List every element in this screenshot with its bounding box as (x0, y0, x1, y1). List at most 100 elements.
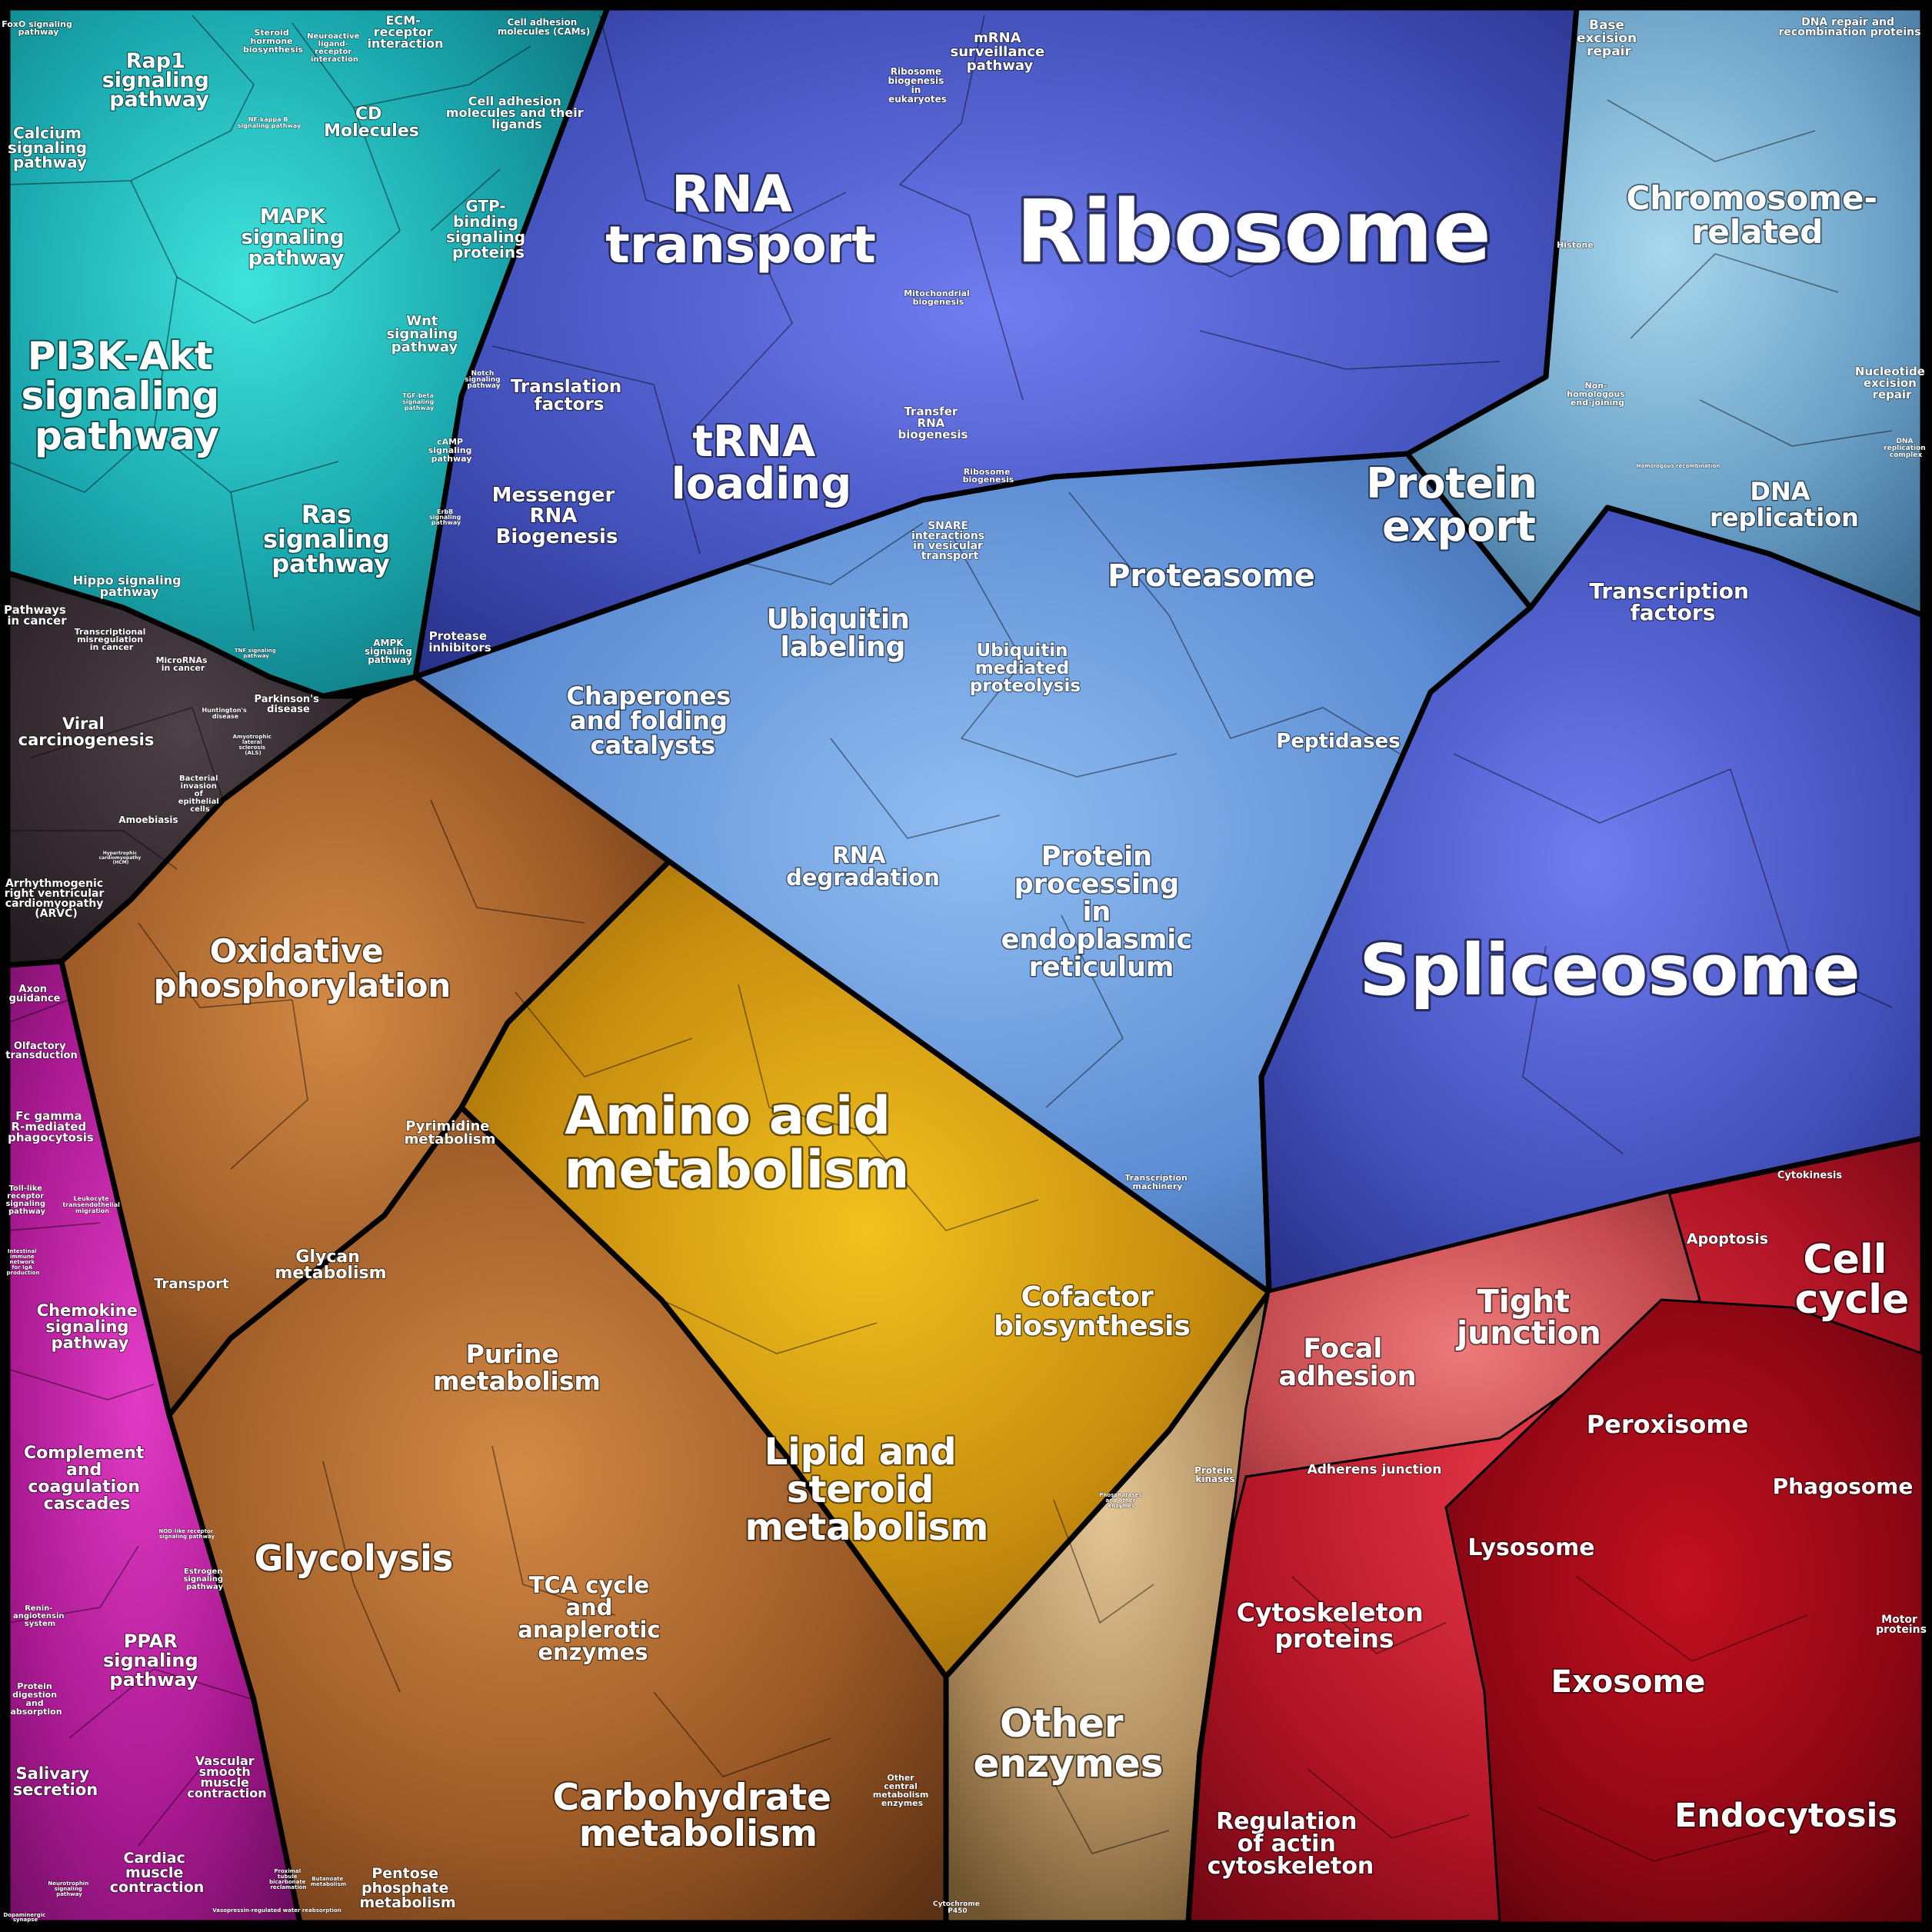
label-transcriptional-misregulation[interactable]: Transcriptional misregulation in cancer (74, 626, 149, 652)
label-apoptosis[interactable]: Apoptosis (1686, 1230, 1769, 1248)
label-chaperones[interactable]: Chaperones and folding catalysts (565, 681, 740, 761)
label-oxphos[interactable]: Oxidative phosphorylation (152, 931, 452, 1006)
label-ampk[interactable]: AMPK signaling pathway (364, 637, 415, 665)
label-protein-processing-er[interactable]: Protein processing in endoplasmic reticu… (1000, 841, 1202, 984)
label-mrna-surveillance[interactable]: mRNA surveillance pathway (950, 29, 1050, 75)
label-nf-kappa[interactable]: NF-kappa B signaling pathway (237, 116, 301, 130)
label-cytokinesis[interactable]: Cytokinesis (1777, 1169, 1843, 1181)
label-leukocyte[interactable]: Leukocyte transendothelial migration (62, 1195, 122, 1215)
label-als[interactable]: Amyotrophic lateral sclerosis (ALS) (232, 734, 274, 757)
label-hippo[interactable]: Hippo signaling pathway (72, 572, 185, 600)
label-bacterial-invasion[interactable]: Bacterial invasion of epithelial cells (178, 774, 222, 814)
label-neuroactive[interactable]: Neuroactive ligand- receptor interaction (307, 32, 362, 64)
label-homologous-recombination[interactable]: Homologous recombination (1636, 463, 1720, 470)
label-protein-digestion[interactable]: Protein digestion and absorption (10, 1681, 62, 1717)
label-mitochondrial-biogenesis[interactable]: Mitochondrial biogenesis (904, 288, 972, 308)
label-amino-acid[interactable]: Amino acid metabolism (562, 1084, 911, 1203)
label-rna-transport[interactable]: RNA transport (604, 163, 878, 277)
label-intestinal-immune[interactable]: Intestinal immune network for IgA produc… (6, 1248, 40, 1277)
label-cd-molecules[interactable]: CD Molecules (323, 104, 420, 142)
label-ribosome-biogenesis[interactable]: Ribosome biogenesis in eukaryotes (888, 65, 948, 105)
label-focal-adhesion[interactable]: Focal adhesion (1277, 1333, 1417, 1394)
label-toll-like[interactable]: Toll-like receptor signaling pathway (5, 1184, 48, 1216)
label-spliceosome[interactable]: Spliceosome (1357, 927, 1863, 1014)
label-micrornas[interactable]: MicroRNAs in cancer (155, 655, 211, 673)
label-phagosome[interactable]: Phagosome (1771, 1473, 1914, 1501)
label-motor-proteins[interactable]: Motor proteins (1875, 1613, 1927, 1636)
label-transfer-rna[interactable]: Transfer RNA biogenesis (898, 404, 969, 442)
label-transcription-machinery[interactable]: Transcription machinery (1124, 1172, 1190, 1191)
label-cardiac[interactable]: Cardiac muscle contraction (109, 1849, 205, 1897)
label-notch[interactable]: Notch signaling pathway (465, 370, 503, 391)
label-ubiquitin-labeling[interactable]: Ubiquitin labeling (765, 603, 920, 665)
label-neurotrophin[interactable]: Neurotrophin signaling pathway (48, 1880, 90, 1898)
label-erbb[interactable]: ErbB signaling pathway (428, 508, 463, 527)
label-pentose[interactable]: Pentose phosphate metabolism (358, 1864, 456, 1912)
label-steroid[interactable]: Steroid hormone biosynthesis (242, 27, 304, 55)
label-protein-export[interactable]: Protein export (1364, 458, 1552, 552)
label-olfactory[interactable]: Olfactory transduction (5, 1040, 78, 1061)
label-tight-junction[interactable]: Tight junction (1454, 1281, 1602, 1353)
label-complement[interactable]: Complement and coagulation cascades (23, 1443, 150, 1514)
label-pathways-cancer[interactable]: Pathways in cancer (3, 602, 70, 628)
label-protein-kinases[interactable]: Protein kinases (1194, 1464, 1236, 1484)
label-ppar[interactable]: PPAR signaling pathway (102, 1630, 205, 1691)
label-rap1[interactable]: Rap1 signaling pathway (101, 48, 217, 113)
label-ubiquitin-mediated[interactable]: Ubiquitin mediated proteolysis (969, 640, 1081, 697)
label-butanoate[interactable]: Butanoate metabolism (310, 1876, 346, 1888)
label-foxo[interactable]: FoxO signaling pathway (2, 18, 75, 37)
label-tnf[interactable]: TNF signaling pathway (234, 648, 278, 660)
label-other-central[interactable]: Other central metabolism enzymes (872, 1772, 931, 1808)
label-cell-cycle[interactable]: Cell cycle (1794, 1235, 1911, 1324)
label-cofactor[interactable]: Cofactor biosynthesis (993, 1281, 1192, 1344)
label-nod-like[interactable]: NOD-like receptor signaling pathway (158, 1528, 215, 1541)
label-other-enzymes[interactable]: Other enzymes (972, 1700, 1165, 1787)
label-glycan[interactable]: Glycan metabolism (274, 1247, 387, 1284)
label-mapk[interactable]: MAPK signaling pathway (240, 205, 351, 271)
label-adherens[interactable]: Adherens junction (1307, 1461, 1443, 1478)
label-ecm[interactable]: ECM- receptor interaction (367, 12, 445, 52)
label-base-excision[interactable]: Base excision repair (1576, 17, 1641, 60)
label-messenger-rna[interactable]: Messenger RNA Biogenesis (491, 483, 622, 550)
label-proteasome[interactable]: Proteasome (1106, 557, 1316, 595)
label-glycolysis[interactable]: Glycolysis (253, 1536, 455, 1581)
label-nonhomologous[interactable]: Non- homologous end-joining (1567, 380, 1627, 408)
label-dna-repair[interactable]: DNA repair and recombination proteins (1778, 15, 1921, 39)
label-cytochrome[interactable]: Cytochrome P450 (932, 1900, 982, 1915)
label-chromosome-related[interactable]: Chromosome- related (1625, 178, 1888, 252)
label-tca[interactable]: TCA cycle and anaplerotic enzymes (517, 1571, 668, 1667)
label-amoebiasis[interactable]: Amoebiasis (118, 814, 179, 825)
label-histone[interactable]: Histone (1556, 239, 1594, 250)
label-fc-gamma[interactable]: Fc gamma R-mediated phagocytosis (7, 1108, 94, 1145)
label-protease-inhibitors[interactable]: Protease inhibitors (428, 628, 492, 655)
label-rna-degradation[interactable]: RNA degradation (785, 841, 941, 892)
label-ribosome-biogenesis-short[interactable]: Ribosome biogenesis (962, 466, 1015, 485)
label-wnt[interactable]: Wnt signaling pathway (386, 312, 462, 356)
label-translation-factors[interactable]: Translation factors (509, 376, 628, 416)
label-lysosome[interactable]: Lysosome (1467, 1534, 1596, 1563)
label-peroxisome[interactable]: Peroxisome (1585, 1409, 1750, 1441)
label-vasopressin[interactable]: Vasopressin-regulated water reabsorption (212, 1907, 342, 1914)
label-huntingtons[interactable]: Huntington's disease (202, 707, 248, 721)
label-trna-loading[interactable]: tRNA loading (670, 415, 854, 511)
label-parkinsons[interactable]: Parkinson's disease (254, 693, 323, 715)
label-transcription-factors[interactable]: Transcription factors (1588, 578, 1756, 627)
label-tgf-beta[interactable]: TGF-beta signaling pathway (401, 392, 436, 412)
label-cytoskeleton[interactable]: Cytoskeleton proteins (1235, 1597, 1432, 1655)
label-dna-replication-complex[interactable]: DNA replication complex (1884, 438, 1928, 460)
label-axon-guidance[interactable]: Axon guidance (8, 983, 61, 1004)
label-ras[interactable]: Ras signaling pathway (261, 499, 398, 580)
label-nucleotide-excision[interactable]: Nucleotide excision repair (1854, 364, 1929, 402)
label-lipid[interactable]: Lipid and steroid metabolism (744, 1429, 991, 1551)
label-estrogen[interactable]: Estrogen signaling pathway (183, 1567, 225, 1591)
label-purine[interactable]: Purine metabolism (432, 1338, 602, 1397)
label-salivary[interactable]: Salivary secretion (12, 1764, 98, 1800)
label-pi3k-akt[interactable]: PI3K-Akt signaling pathway (19, 332, 232, 460)
label-ribosome[interactable]: Ribosome (1013, 180, 1494, 285)
label-chemokine[interactable]: Chemokine signaling pathway (36, 1301, 144, 1353)
label-exosome[interactable]: Exosome (1550, 1663, 1707, 1701)
label-peptidases[interactable]: Peptidases (1275, 729, 1401, 754)
label-transport[interactable]: Transport (153, 1275, 230, 1293)
label-calcium[interactable]: Calcium signaling pathway (7, 123, 92, 172)
label-cell-adhesion-ligands[interactable]: Cell adhesion molecules and their ligand… (445, 93, 588, 132)
